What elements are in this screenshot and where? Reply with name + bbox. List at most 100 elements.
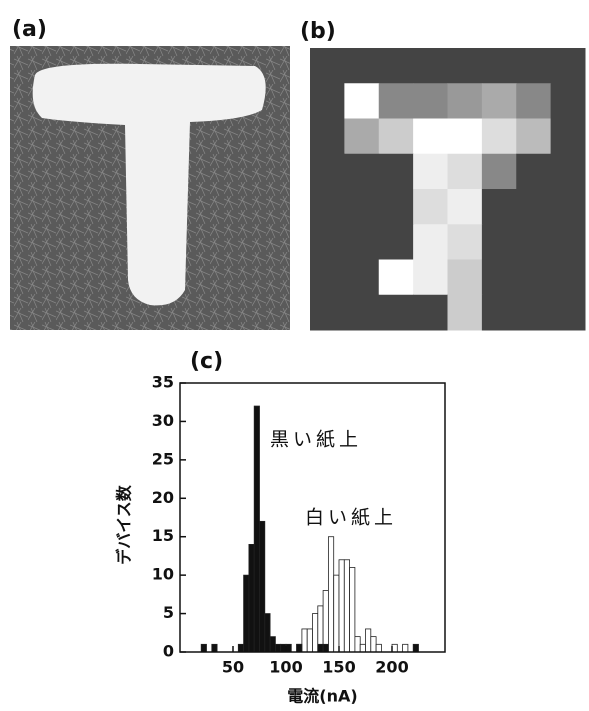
pixel <box>379 189 414 225</box>
bar <box>297 644 302 652</box>
pixel <box>344 224 379 260</box>
bar <box>350 567 355 652</box>
pixel <box>482 119 517 155</box>
x-axis-label: 電流(nA) <box>287 687 357 706</box>
bar <box>360 644 365 652</box>
pixel <box>516 260 551 296</box>
bar <box>244 575 249 652</box>
bar <box>307 629 312 652</box>
pixel <box>516 154 551 190</box>
pixel <box>344 83 379 119</box>
bar <box>270 637 275 652</box>
pixel <box>551 83 586 119</box>
panel-label: (a) <box>12 17 47 42</box>
pixel <box>379 154 414 190</box>
panel-label: (c) <box>190 349 223 374</box>
bar <box>323 591 328 652</box>
panel-label: (b) <box>300 19 336 44</box>
pixel <box>413 260 448 296</box>
pixel <box>551 154 586 190</box>
bar <box>403 644 408 652</box>
pixel <box>448 119 483 155</box>
bar <box>201 644 206 652</box>
pixel <box>516 119 551 155</box>
pixel <box>448 189 483 225</box>
panel-a <box>10 46 290 330</box>
pixel <box>516 224 551 260</box>
pixel <box>310 154 345 190</box>
bar <box>260 521 265 652</box>
x-tick-label: 150 <box>322 658 355 677</box>
pixel <box>448 154 483 190</box>
pixel <box>310 83 345 119</box>
pixel <box>482 189 517 225</box>
pixel <box>482 295 517 331</box>
pixel <box>482 224 517 260</box>
pixel <box>551 119 586 155</box>
pixel <box>344 154 379 190</box>
bar <box>413 644 418 652</box>
bar <box>249 544 254 652</box>
pixel <box>379 119 414 155</box>
pixel <box>413 224 448 260</box>
pixel <box>413 119 448 155</box>
pixel <box>379 295 414 331</box>
page: (a) (b) (c)0510152025303550100150200電流(n… <box>0 0 589 711</box>
bar <box>265 614 270 652</box>
bar <box>344 560 349 652</box>
y-tick-label: 25 <box>152 449 174 468</box>
pixel <box>413 48 448 84</box>
legend-label: 黒い紙上 <box>270 429 362 451</box>
pixel <box>413 189 448 225</box>
pixel <box>344 119 379 155</box>
bar <box>323 644 328 652</box>
y-tick-label: 5 <box>163 603 174 622</box>
bar <box>318 644 323 652</box>
pixel <box>551 189 586 225</box>
y-tick-label: 30 <box>152 411 174 430</box>
bar <box>212 644 217 652</box>
pixel <box>344 48 379 84</box>
y-tick-label: 35 <box>152 373 174 392</box>
y-tick-label: 20 <box>152 488 174 507</box>
pixel <box>310 48 345 84</box>
bar <box>339 560 344 652</box>
figure: (a) (b) (c)0510152025303550100150200電流(n… <box>0 0 589 711</box>
pixel <box>551 48 586 84</box>
bar <box>286 644 291 652</box>
pixel <box>344 295 379 331</box>
pixel <box>379 83 414 119</box>
y-tick-label: 10 <box>152 565 174 584</box>
pixel <box>482 48 517 84</box>
pixel <box>516 189 551 225</box>
pixel <box>482 260 517 296</box>
pixel <box>482 83 517 119</box>
pixel <box>516 295 551 331</box>
legend-label: 白い紙上 <box>305 507 397 529</box>
x-tick-label: 100 <box>269 658 302 677</box>
bar <box>313 614 318 652</box>
pixel <box>448 83 483 119</box>
panel-b <box>310 48 586 331</box>
x-tick-label: 50 <box>222 658 244 677</box>
pixel <box>448 224 483 260</box>
x-tick-label: 200 <box>375 658 408 677</box>
pixel <box>448 48 483 84</box>
y-axis-label: デバイス数 <box>115 484 134 565</box>
pixel <box>482 154 517 190</box>
bar <box>328 537 333 652</box>
bar <box>281 644 286 652</box>
bar <box>366 629 371 652</box>
pixel <box>413 154 448 190</box>
pixel <box>551 260 586 296</box>
pixel <box>310 224 345 260</box>
bar <box>371 637 376 652</box>
pixel <box>448 260 483 296</box>
pixel <box>344 189 379 225</box>
bar <box>376 644 381 652</box>
pixel <box>551 295 586 331</box>
bar <box>302 629 307 652</box>
pixel <box>310 119 345 155</box>
pixel <box>551 224 586 260</box>
